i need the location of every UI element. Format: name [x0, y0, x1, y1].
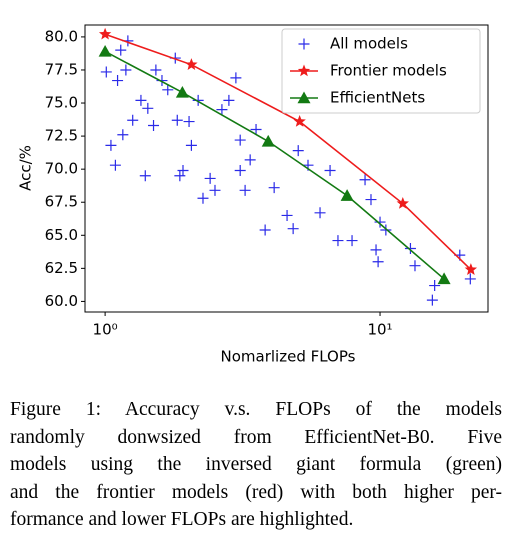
marker-plus [204, 172, 216, 184]
marker-plus [250, 123, 262, 135]
caption-line: formance and lower FLOPs are highlighted… [10, 509, 354, 530]
y-tick-label: 65.0 [45, 226, 78, 244]
marker-star [293, 115, 306, 127]
marker-plus [429, 280, 441, 292]
chart: Nomarlized FLOPs Acc/% 60.0 62.5 65.0 67.5 7… [17, 24, 489, 366]
marker-plus [281, 209, 293, 221]
caption-line: randomly donwsized from EfficientNet-B0.… [10, 426, 502, 448]
marker-plus [185, 139, 197, 151]
marker-plus [409, 260, 421, 272]
marker-plus [292, 145, 304, 157]
marker-plus [234, 134, 246, 146]
marker-plus [230, 72, 242, 84]
legend-label: Frontier models [330, 62, 447, 80]
marker-plus [183, 116, 195, 128]
x-tick-label: 10¹ [367, 321, 392, 339]
marker-plus [120, 64, 132, 76]
marker-plus [370, 244, 382, 256]
y-tick-label: 62.5 [45, 259, 78, 277]
marker-plus [464, 273, 476, 285]
caption-line: Figure 1: Accuracy v.s. FLOPs of the mod… [10, 399, 502, 420]
marker-plus [109, 159, 121, 171]
marker-triangle [175, 85, 189, 98]
marker-plus [223, 94, 235, 106]
x-tick-label: 10⁰ [93, 321, 118, 339]
legend-label: All models [330, 35, 408, 53]
legend-box [281, 28, 481, 114]
marker-triangle [437, 272, 451, 285]
marker-plus [105, 139, 117, 151]
marker-plus [112, 75, 124, 87]
y-tick-label: 70.0 [45, 160, 78, 178]
marker-plus [192, 94, 204, 106]
legend: All models Frontier models EfficientNets [281, 28, 481, 114]
marker-plus [365, 194, 377, 206]
marker-plus [426, 294, 438, 306]
y-tick-label: 80.0 [45, 27, 78, 45]
marker-plus [374, 216, 386, 228]
marker-plus [100, 66, 112, 78]
marker-plus [404, 243, 416, 255]
marker-plus [174, 170, 186, 182]
marker-plus [197, 192, 209, 204]
marker-star [396, 197, 409, 209]
x-axis-label: Nomarlized FLOPs [221, 348, 356, 366]
marker-plus [171, 114, 183, 126]
marker-plus [298, 38, 310, 50]
marker-star [185, 58, 198, 70]
marker-triangle [98, 44, 112, 57]
marker-plus [268, 182, 280, 194]
marker-plus [177, 164, 189, 176]
marker-plus [332, 235, 344, 247]
marker-star [464, 263, 478, 275]
marker-plus [135, 94, 147, 106]
y-tick-label: 60.0 [45, 292, 78, 310]
marker-plus [139, 170, 151, 182]
marker-plus [117, 129, 129, 141]
caption-line: and the frontier models (red) with both … [10, 481, 502, 503]
marker-triangle [297, 91, 311, 104]
marker-plus [244, 154, 256, 166]
marker-plus [234, 164, 246, 176]
marker-plus [287, 223, 299, 235]
y-tick-label: 72.5 [45, 127, 78, 145]
caption: Figure 1: Accuracy v.s. FLOPs of the mod… [10, 396, 502, 534]
marker-plus [148, 120, 160, 132]
marker-star [297, 64, 311, 77]
marker-plus [324, 164, 336, 176]
marker-plus [209, 184, 221, 196]
marker-plus [216, 104, 228, 116]
marker-plus [127, 114, 139, 126]
marker-plus [372, 256, 384, 268]
y-tick-label: 75.0 [45, 94, 78, 112]
marker-star [98, 27, 112, 40]
y-tick-label: 77.5 [45, 60, 78, 78]
marker-plus [150, 64, 162, 76]
marker-plus [162, 84, 174, 96]
marker-plus [239, 184, 251, 196]
plot-frame [84, 24, 489, 313]
caption-line: models using the inversed giant formula … [10, 454, 502, 475]
marker-plus [314, 207, 326, 219]
marker-triangle [261, 134, 275, 147]
marker-triangle [340, 189, 354, 201]
marker-plus [115, 44, 127, 56]
marker-plus [259, 224, 271, 236]
marker-plus [346, 235, 358, 247]
marker-plus [142, 102, 154, 114]
marker-plus [359, 174, 371, 186]
y-axis-label: Acc/% [17, 145, 35, 191]
y-tick-label: 67.5 [45, 193, 78, 211]
marker-plus [380, 224, 392, 236]
legend-label: EfficientNets [330, 89, 425, 107]
